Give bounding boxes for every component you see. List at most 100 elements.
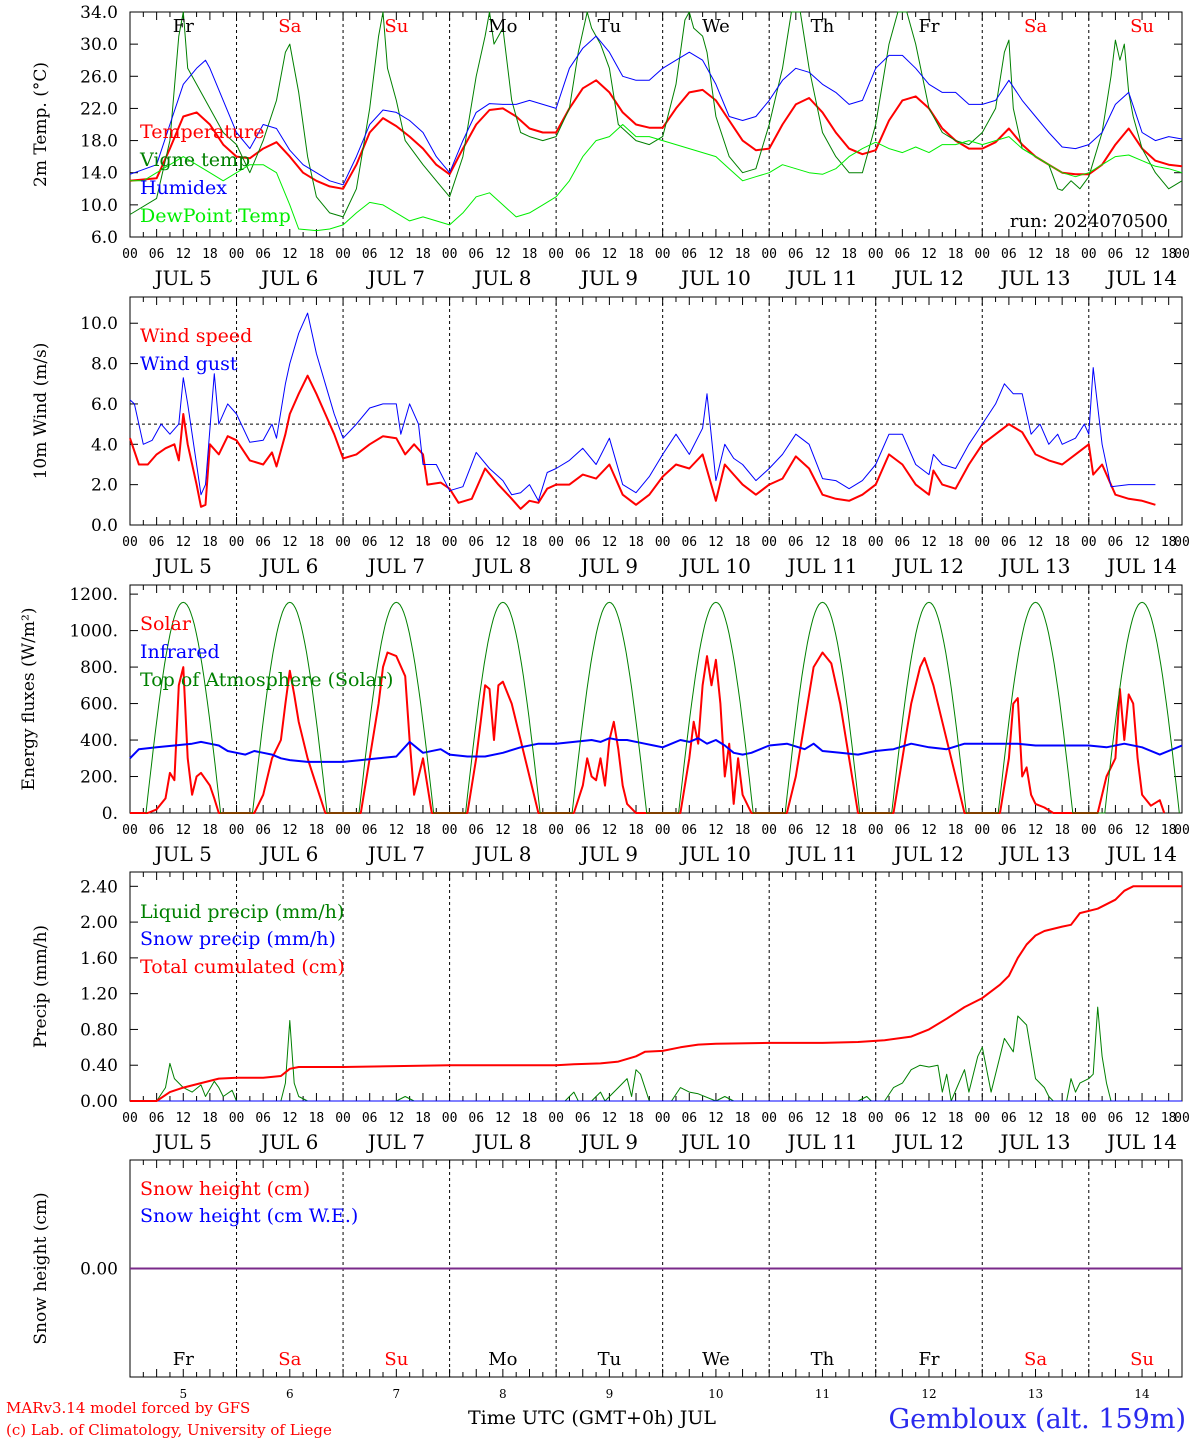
hour-tick-label: 18 — [948, 535, 964, 550]
hour-tick-label: 06 — [362, 247, 378, 262]
day-tick-label: JUL 9 — [579, 266, 638, 290]
y-tick-label: 10.0 — [80, 314, 118, 334]
day-tick-label: JUL 7 — [366, 266, 425, 290]
day-tick-label: JUL 10 — [679, 266, 751, 290]
hour-tick-label: 00 — [761, 535, 777, 550]
day-tick-label: JUL 8 — [472, 842, 531, 866]
hour-tick-label: 18 — [735, 247, 751, 262]
y-tick-label: 8.0 — [91, 355, 118, 375]
credit-line-1: MARv3.14 model forced by GFS — [6, 1399, 250, 1417]
hour-tick-label: 12 — [708, 823, 724, 838]
legend-entry: Vigne temp — [139, 149, 250, 171]
hour-tick-label: 00 — [1081, 1111, 1097, 1126]
day-number-label: 5 — [179, 1387, 187, 1401]
hour-tick-label: 18 — [309, 1111, 325, 1126]
hour-tick-label: 00 — [974, 1111, 990, 1126]
day-tick-label: JUL 12 — [892, 554, 964, 578]
series-line-infrared — [129, 737, 1183, 763]
hour-tick-label: 06 — [788, 1111, 804, 1126]
hour-tick-label: 00 — [548, 535, 564, 550]
legend-entry: Wind gust — [140, 353, 238, 375]
hour-tick-label: 00 — [868, 1111, 884, 1126]
hour-tick-label: 00 — [442, 535, 458, 550]
hour-tick-label: 12 — [1134, 823, 1150, 838]
hour-tick-label: 00 — [655, 247, 671, 262]
hour-tick-label: 18 — [735, 1111, 751, 1126]
series-line-humidex — [129, 35, 1183, 186]
hour-tick-label: 00 — [1081, 535, 1097, 550]
hour-tick-label: 12 — [921, 535, 937, 550]
hour-tick-label: 00 — [548, 247, 564, 262]
hour-tick-label: 06 — [468, 535, 484, 550]
day-tick-label: JUL 8 — [472, 554, 531, 578]
hour-tick-label: 12 — [495, 823, 511, 838]
hour-tick-label: 12 — [389, 1111, 405, 1126]
hour-tick-label: 18 — [1054, 535, 1070, 550]
hour-tick-label: 18 — [948, 247, 964, 262]
hour-tick-label: 18 — [309, 247, 325, 262]
weekday-label: Th — [811, 16, 835, 37]
hour-tick-label: 06 — [255, 535, 271, 550]
hour-tick-label: 12 — [1134, 247, 1150, 262]
hour-tick-label: 12 — [175, 247, 191, 262]
hour-tick-label: 00 — [442, 247, 458, 262]
y-tick-label: 600. — [80, 695, 118, 715]
hour-tick-label: 12 — [602, 823, 618, 838]
y-tick-label: 26.0 — [80, 67, 118, 87]
weekday-label: Fr — [918, 1349, 939, 1370]
y-axis-title: Snow height (cm) — [31, 1192, 51, 1344]
hour-tick-label: 06 — [681, 823, 697, 838]
hour-tick-label: 18 — [202, 1111, 218, 1126]
panel-energy: 0. 200. 400. 600. 800. 1000. 1200. Energy fluxe… — [19, 584, 1190, 866]
hour-tick-label: 18 — [735, 535, 751, 550]
hour-tick-label: 18 — [628, 247, 644, 262]
weekday-label: Tu — [598, 16, 622, 37]
plot-frame-energy — [129, 584, 1183, 814]
day-tick-label: JUL 14 — [1105, 266, 1177, 290]
hour-tick-label: 18 — [1161, 823, 1177, 838]
y-tick-label: 22.0 — [80, 99, 118, 119]
y-tick-label: 18.0 — [80, 132, 118, 152]
day-tick-label: JUL 5 — [153, 1130, 212, 1154]
hour-tick-label: 06 — [788, 535, 804, 550]
credit-line-2: (c) Lab. of Climatology, University of L… — [6, 1421, 332, 1439]
series-line-solar — [130, 651, 1166, 814]
hour-tick-label: 06 — [1001, 247, 1017, 262]
legend-entry: Snow precip (mm/h) — [140, 928, 336, 950]
legend-entry: Top of Atmosphere (Solar) — [140, 669, 393, 691]
day-tick-label: JUL 13 — [999, 266, 1071, 290]
hour-tick-label: 06 — [149, 1111, 165, 1126]
day-tick-label: JUL 10 — [679, 1130, 751, 1154]
series-line-total-cumulated-cm- — [130, 885, 1182, 1102]
hour-tick-label: 06 — [362, 1111, 378, 1126]
y-tick-label: 2.40 — [80, 877, 118, 897]
hour-tick-label: 06 — [681, 1111, 697, 1126]
hour-tick-label: 12 — [175, 535, 191, 550]
hour-tick-label: 18 — [415, 823, 431, 838]
hour-tick-label: 18 — [841, 247, 857, 262]
hour-tick-label: 06 — [468, 247, 484, 262]
hour-tick-label: 18 — [1054, 1111, 1070, 1126]
weekday-label: Fr — [173, 16, 194, 37]
y-tick-label: 2.00 — [80, 913, 118, 933]
hour-tick-label: 00 — [1174, 535, 1190, 550]
hour-tick-label: 00 — [868, 535, 884, 550]
day-tick-label: JUL 13 — [999, 842, 1071, 866]
hour-tick-label: 00 — [868, 247, 884, 262]
y-tick-label: 0.00 — [80, 1260, 118, 1280]
series-line-liquid-precip-mm-h- — [130, 1006, 1165, 1102]
hour-tick-label: 06 — [1108, 1111, 1124, 1126]
day-number-label: 6 — [286, 1387, 294, 1401]
weekday-label: Mo — [488, 16, 517, 37]
hour-tick-label: 00 — [655, 535, 671, 550]
hour-tick-label: 06 — [149, 535, 165, 550]
hour-tick-label: 18 — [1161, 1111, 1177, 1126]
hour-tick-label: 18 — [309, 823, 325, 838]
hour-tick-label: 18 — [628, 535, 644, 550]
time-axis-label: Time UTC (GMT+0h) JUL — [468, 1407, 716, 1429]
hour-tick-label: 00 — [335, 535, 351, 550]
hour-tick-label: 12 — [602, 247, 618, 262]
hour-tick-label: 00 — [229, 247, 245, 262]
